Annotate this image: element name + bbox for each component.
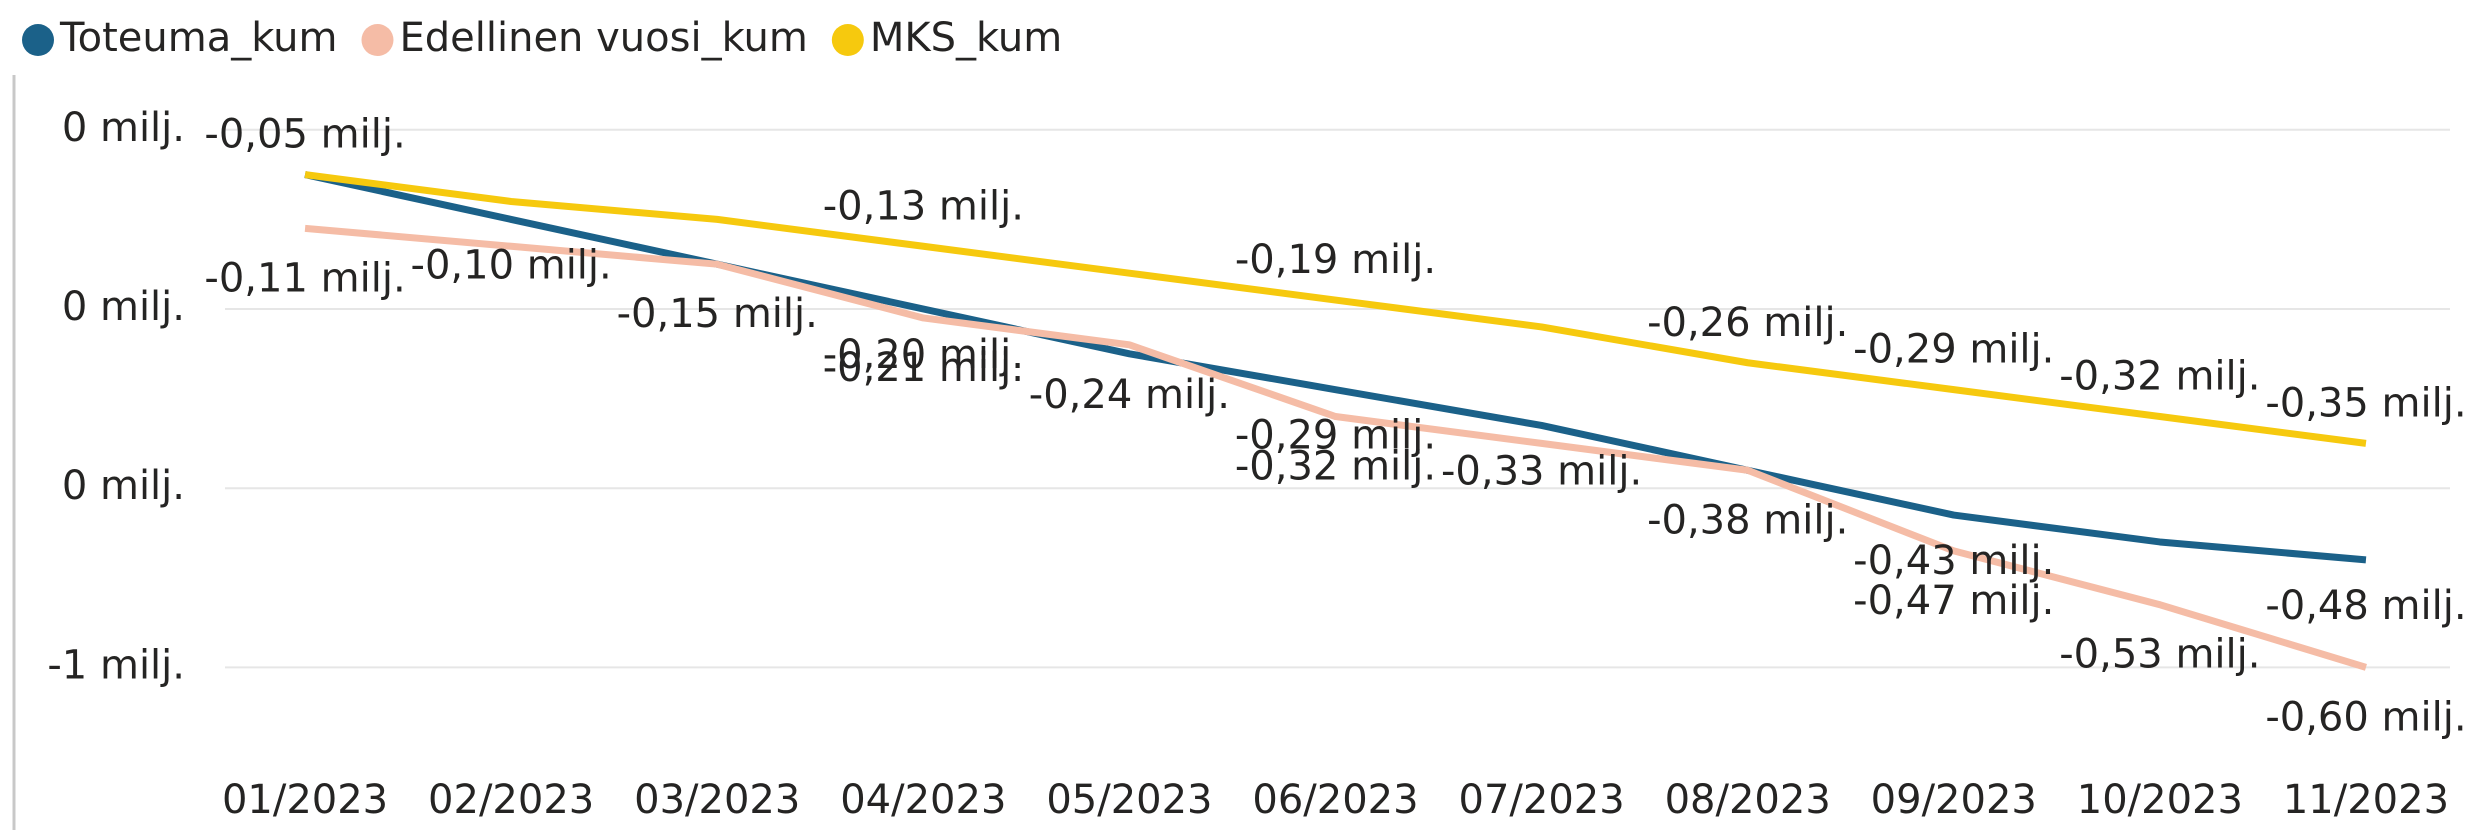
series-line	[304, 171, 2367, 447]
data-label: -0,32 milj.	[2059, 354, 2260, 400]
data-label: -0,35 milj.	[2265, 380, 2466, 426]
data-label: -0,11 milj.	[204, 255, 405, 301]
data-label: -0,29 milj.	[1853, 327, 2054, 373]
data-label: -0,43 milj.	[1853, 538, 2054, 584]
x-tick-label: 01/2023	[222, 777, 388, 823]
series-line	[304, 224, 2367, 671]
data-label: -0,26 milj.	[1647, 300, 1848, 346]
data-label: -0,13 milj.	[823, 183, 1024, 229]
data-label: -0,47 milj.	[1853, 578, 2054, 624]
data-label: -0,38 milj.	[1647, 497, 1848, 543]
x-tick-label: 06/2023	[1252, 777, 1418, 823]
x-tick-label: 07/2023	[1459, 777, 1625, 823]
x-tick-label: 08/2023	[1665, 777, 1831, 823]
data-label: -0,48 milj.	[2265, 583, 2466, 629]
data-label: -0,53 milj.	[2059, 632, 2260, 678]
data-label: -0,29 milj.	[1235, 413, 1436, 459]
data-label: -0,32 milj.	[1235, 444, 1436, 490]
legend-label: Edellinen vuosi_kum	[399, 15, 807, 61]
data-label: -0,33 milj.	[1441, 448, 1642, 494]
legend-marker	[831, 24, 864, 56]
legend-marker	[361, 24, 394, 56]
data-label: -0,24 milj.	[1029, 372, 1230, 418]
series-line	[304, 171, 2367, 564]
x-tick-label: 02/2023	[428, 777, 594, 823]
data-label: -0,60 milj.	[2265, 694, 2466, 740]
legend-label: MKS_kum	[870, 15, 1062, 61]
y-tick-label: -1 milj.	[47, 642, 185, 688]
x-tick-label: 04/2023	[840, 777, 1006, 823]
data-label: -0,19 milj.	[1235, 237, 1436, 283]
data-label: -0,05 milj.	[204, 112, 405, 158]
data-label: -0,15 milj.	[617, 291, 818, 337]
x-tick-label: 05/2023	[1046, 777, 1212, 823]
y-tick-label: 0 milj.	[62, 463, 185, 509]
x-tick-label: 10/2023	[2077, 777, 2243, 823]
y-tick-label: 0 milj.	[62, 105, 185, 151]
data-label: -0,20 milj.	[823, 332, 1024, 378]
x-tick-label: 03/2023	[634, 777, 800, 823]
x-tick-label: 09/2023	[1871, 777, 2037, 823]
legend-marker	[22, 24, 54, 56]
x-tick-label: 11/2023	[2283, 777, 2449, 823]
y-tick-label: 0 milj.	[62, 284, 185, 330]
data-label: -0,10 milj.	[411, 242, 612, 288]
legend-label: Toteuma_kum	[59, 15, 337, 61]
data-label: -0,21 milj.	[823, 345, 1024, 391]
